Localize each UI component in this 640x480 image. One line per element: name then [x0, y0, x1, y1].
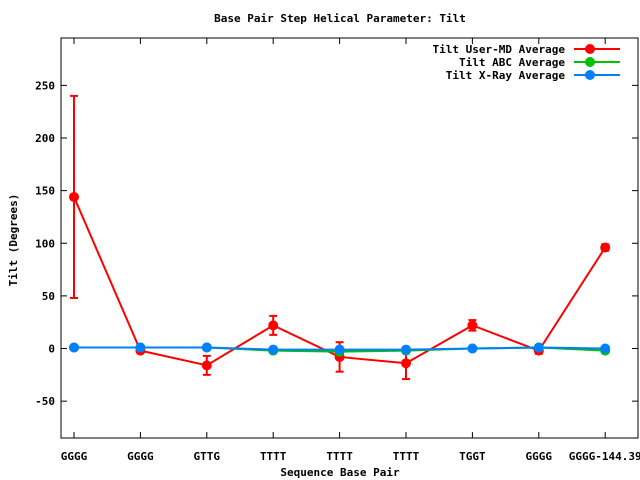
y-tick-label: 100 [35, 237, 55, 250]
legend-label: Tilt User-MD Average [433, 43, 566, 56]
x-tick-label: GGGG-144.39 [569, 450, 640, 463]
x-axis: GGGG GGGG GTTG TTTT TTTT TTTT TGGT GGGG GGGG-144… [61, 38, 640, 463]
legend-label: Tilt ABC Average [459, 56, 565, 69]
chart-title: Base Pair Step Helical Parameter: Tilt [214, 12, 466, 25]
x-tick-label: TTTT [393, 450, 420, 463]
y-tick-label: 200 [35, 132, 55, 145]
x-tick-label: TTTT [260, 450, 287, 463]
series-tilt-x-ray-average [69, 342, 611, 355]
x-tick-label: TTTT [326, 450, 353, 463]
data-point [533, 342, 544, 353]
data-point [600, 242, 611, 253]
data-point [69, 191, 79, 202]
data-point [600, 343, 611, 354]
y-axis-label: Tilt (Degrees) [7, 194, 20, 287]
y-tick-label: 150 [35, 185, 55, 198]
data-point [268, 320, 279, 331]
plot-area [69, 94, 611, 381]
data-point [334, 344, 345, 355]
x-tick-label: GGGG [61, 450, 88, 463]
series-line [73, 196, 607, 367]
legend-marker [585, 70, 595, 80]
data-point [467, 320, 478, 331]
y-tick-label: 250 [35, 79, 55, 92]
data-point [69, 342, 79, 353]
legend-marker [585, 44, 595, 54]
legend-label: Tilt X-Ray Average [446, 69, 566, 82]
legend-marker [585, 57, 595, 67]
x-tick-label: GTTG [194, 450, 221, 463]
x-tick-label: GGGG [127, 450, 154, 463]
data-point [401, 344, 411, 355]
x-axis-label: Sequence Base Pair [280, 466, 400, 479]
x-tick-label: GGGG [526, 450, 553, 463]
data-point [401, 358, 411, 369]
data-point [201, 342, 212, 353]
y-tick-label: 50 [42, 290, 55, 303]
y-axis: -50 0 50 100 150 200 250 [35, 79, 638, 408]
data-point [268, 344, 279, 355]
data-point [467, 343, 478, 354]
series-tilt-user-md-average [69, 94, 611, 381]
data-point [135, 342, 146, 353]
x-tick-label: TGGT [459, 450, 486, 463]
plot-frame [60, 37, 639, 439]
y-tick-label: -50 [35, 395, 55, 408]
y-tick-label: 0 [48, 343, 55, 356]
data-point [201, 360, 212, 371]
